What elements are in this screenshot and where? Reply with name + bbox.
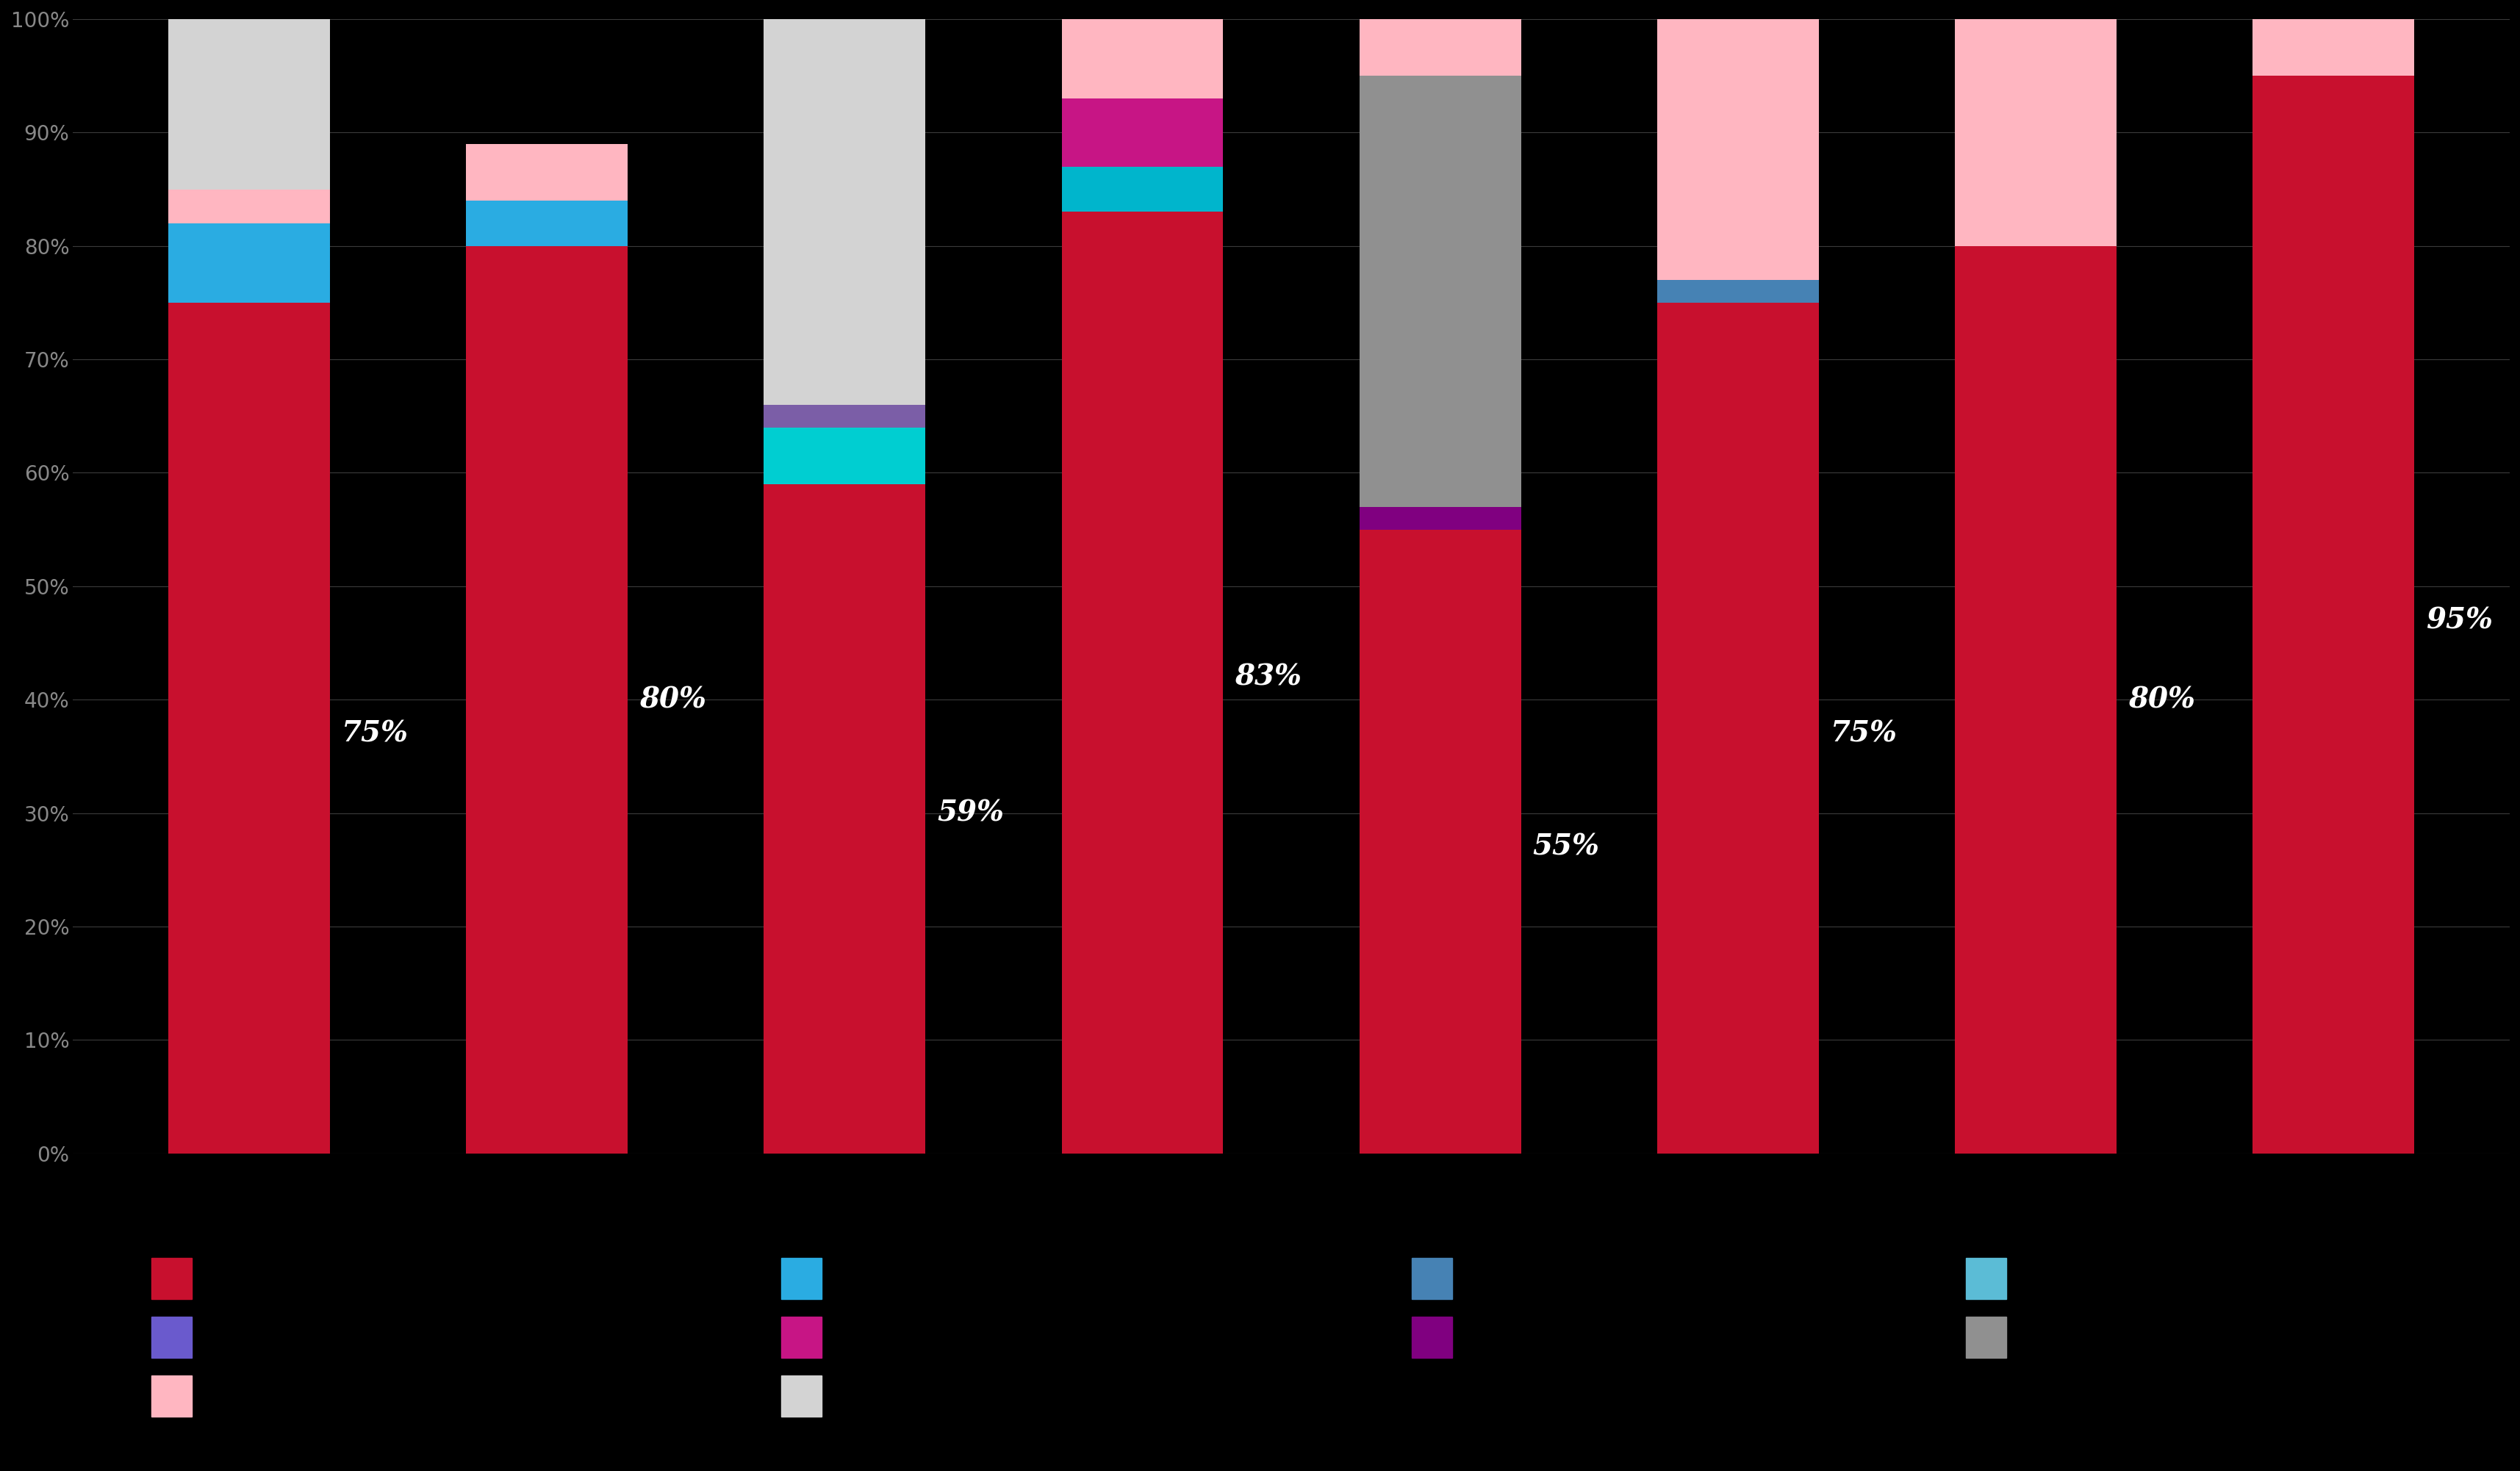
Bar bbox=[2253, 19, 2414, 76]
Text: 80%: 80% bbox=[640, 685, 706, 713]
Bar bbox=[169, 190, 330, 224]
Bar bbox=[1956, 19, 2117, 246]
Bar bbox=[1358, 19, 1520, 76]
Bar bbox=[169, 303, 330, 1153]
Text: 55%: 55% bbox=[1532, 833, 1600, 861]
Bar bbox=[764, 19, 925, 405]
Bar bbox=[2253, 76, 2414, 1153]
Bar bbox=[764, 405, 925, 428]
Text: 80%: 80% bbox=[2127, 685, 2195, 713]
Bar bbox=[466, 144, 627, 200]
Bar bbox=[1656, 19, 1819, 279]
Bar bbox=[1061, 166, 1222, 212]
Bar bbox=[1358, 76, 1520, 507]
Bar bbox=[1656, 279, 1819, 303]
Bar bbox=[1061, 19, 1222, 99]
Bar bbox=[764, 484, 925, 1153]
Bar bbox=[466, 246, 627, 1153]
Bar bbox=[1358, 530, 1520, 1153]
Bar bbox=[169, 224, 330, 303]
Bar bbox=[764, 428, 925, 484]
Bar bbox=[169, 19, 330, 190]
Text: 95%: 95% bbox=[2424, 606, 2492, 634]
Bar bbox=[1061, 212, 1222, 1153]
Text: 59%: 59% bbox=[937, 799, 1003, 827]
Text: 75%: 75% bbox=[343, 719, 408, 747]
Bar bbox=[1656, 303, 1819, 1153]
Bar bbox=[1956, 246, 2117, 1153]
Text: 75%: 75% bbox=[1830, 719, 1898, 747]
Bar bbox=[466, 200, 627, 246]
Bar bbox=[1061, 99, 1222, 166]
Bar bbox=[1358, 507, 1520, 530]
Text: 83%: 83% bbox=[1235, 663, 1300, 691]
